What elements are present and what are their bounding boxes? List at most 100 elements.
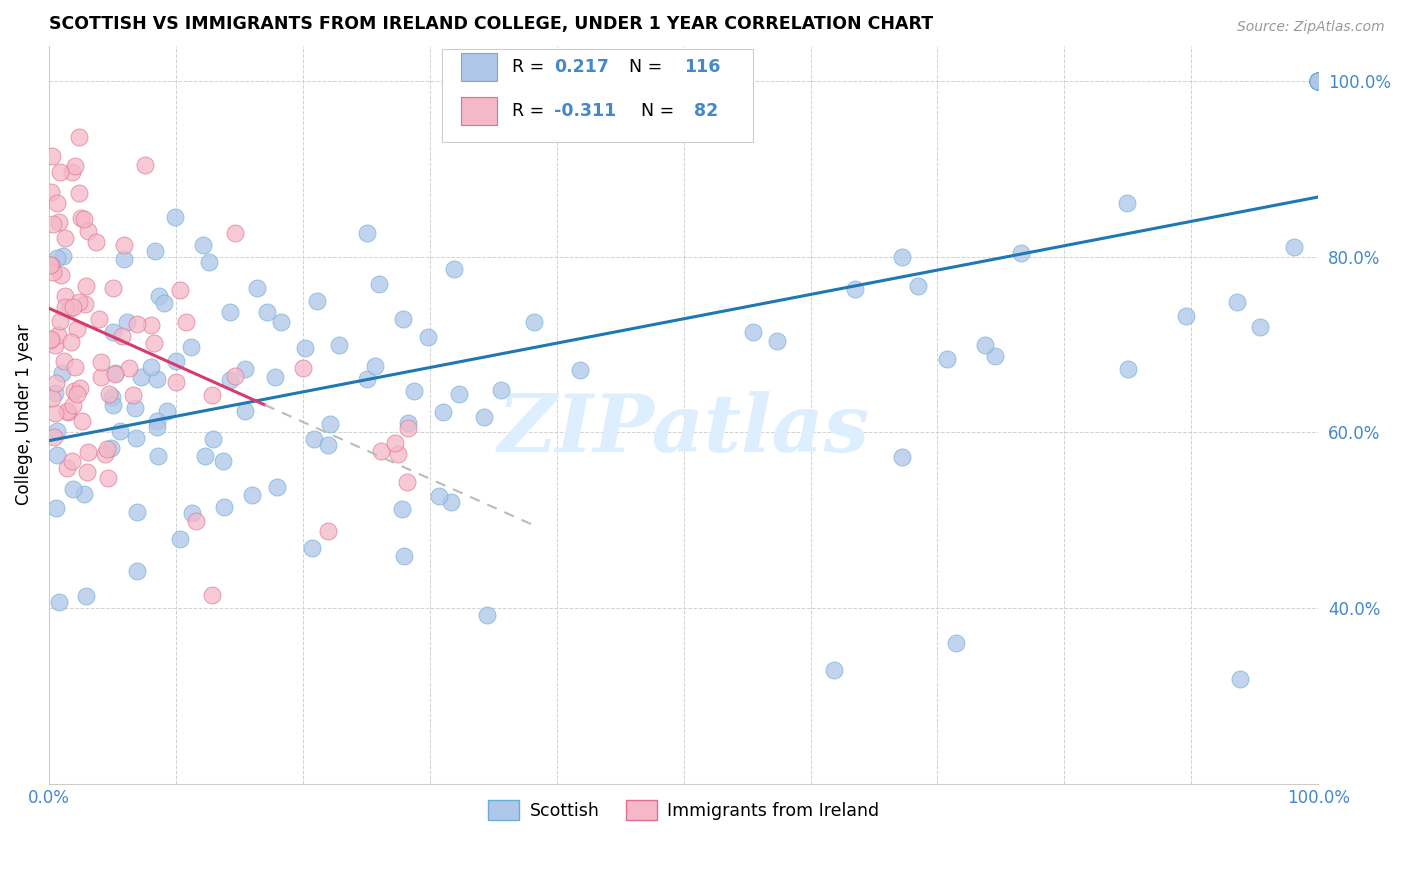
Point [146,420,169,434]
Point [60,165,83,179]
Point [69,381,91,395]
Point [124,401,146,415]
Point [224,226,246,240]
Point [60,454,83,468]
Point [449,387,471,401]
Text: 0.217: 0.217 [554,58,609,76]
Point [51,366,73,380]
Point [46,327,69,342]
Text: R =: R = [512,58,550,76]
Point [100,441,122,455]
Text: SCOTTISH VS IMMIGRANTS FROM IRELAND COLLEGE, UNDER 1 YEAR CORRELATION CHART: SCOTTISH VS IMMIGRANTS FROM IRELAND COLL… [49,15,934,33]
Point [316,524,339,538]
Point [104,367,127,381]
Point [396,417,419,431]
Text: Source: ZipAtlas.com: Source: ZipAtlas.com [1237,20,1385,34]
Point [45,448,67,462]
Point [44,386,66,401]
Point [1308,74,1330,88]
FancyBboxPatch shape [443,49,754,142]
Point [90,369,112,384]
Point [193,237,215,252]
Point [201,588,224,602]
Point [890,250,912,264]
Point [404,384,426,399]
Point [395,475,418,490]
Point [165,376,187,390]
Point [224,368,246,383]
Point [52,354,75,368]
Point [1116,362,1139,376]
Point [56,405,79,419]
Point [367,277,389,291]
Text: -0.311: -0.311 [554,102,616,120]
Point [270,315,292,329]
Point [90,355,112,369]
Point [62,300,84,314]
Point [169,283,191,297]
Point [65,159,87,173]
Point [1308,74,1330,88]
Point [75,279,97,293]
Point [87,312,110,326]
Legend: Scottish, Immigrants from Ireland: Scottish, Immigrants from Ireland [481,793,886,827]
Point [294,341,316,355]
Point [318,438,340,452]
Point [1249,320,1271,334]
FancyBboxPatch shape [461,53,498,81]
Point [41,186,63,200]
Point [110,329,132,343]
Point [443,261,465,276]
Point [936,352,959,367]
Point [384,436,406,450]
Point [1308,74,1330,88]
Point [523,315,546,329]
Point [66,322,89,336]
Point [96,442,118,456]
Point [56,404,79,418]
Point [112,252,135,267]
Point [356,372,378,386]
Point [219,305,242,319]
Point [53,300,76,314]
Point [121,387,143,401]
Point [1308,74,1330,88]
Point [69,129,91,144]
Point [1308,74,1330,88]
Point [142,335,165,350]
Text: N =: N = [630,102,681,120]
Text: 82: 82 [693,102,718,120]
Point [103,398,125,412]
Point [1308,74,1330,88]
Point [103,325,125,339]
Point [42,217,65,231]
Point [104,366,127,380]
Point [58,301,80,316]
Point [66,387,89,401]
Point [472,409,495,424]
Point [823,663,845,677]
Point [180,340,202,354]
Point [45,500,67,515]
Point [127,505,149,519]
Point [319,417,342,431]
Point [125,564,148,578]
Point [70,413,93,427]
Point [186,514,208,528]
Point [49,314,72,328]
Point [844,282,866,296]
Point [44,337,66,351]
Point [46,252,69,266]
Point [201,388,224,402]
Point [440,495,463,509]
Point [39,334,62,348]
Point [240,488,263,502]
Point [101,390,124,404]
FancyBboxPatch shape [461,96,498,125]
Point [1225,294,1247,309]
Point [42,265,65,279]
Point [73,212,96,227]
Point [62,398,84,412]
Point [39,332,62,346]
Point [418,330,440,344]
